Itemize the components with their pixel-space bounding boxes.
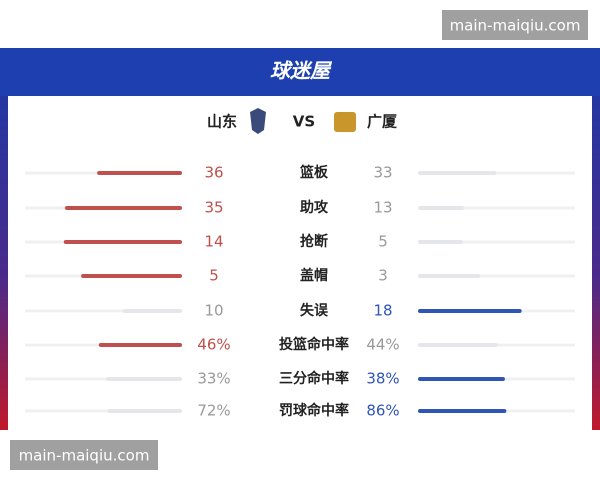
header-band	[0, 48, 600, 96]
away-team: 广厦	[367, 113, 398, 131]
stat-label: 篮板	[299, 164, 329, 181]
home-value: 14	[204, 233, 223, 251]
away-value: 44%	[366, 336, 399, 354]
away-value: 13	[373, 199, 392, 217]
home-value: 46%	[197, 336, 230, 354]
stat-label: 抢断	[300, 233, 328, 250]
home-value: 33%	[197, 370, 230, 388]
home-value: 35	[204, 199, 223, 217]
home-value: 10	[204, 302, 223, 320]
vs: VS	[293, 113, 315, 131]
brand: 球迷屋	[270, 59, 333, 83]
home-value: 72%	[197, 402, 230, 420]
stat-label: 助攻	[300, 199, 329, 216]
watermark: main-maiqiu.com	[450, 17, 581, 35]
home-logo	[250, 108, 266, 134]
watermark-box	[10, 440, 158, 470]
away-value: 86%	[366, 402, 399, 420]
watermark-box	[442, 10, 588, 40]
home-value: 5	[209, 267, 219, 285]
away-value: 38%	[366, 370, 399, 388]
stat-label: 盖帽	[300, 267, 328, 284]
stat-label: 三分命中率	[279, 370, 349, 387]
home-team: 山东	[207, 113, 237, 131]
stat-label: 投篮命中率	[279, 336, 349, 353]
card	[8, 96, 592, 430]
watermark: main-maiqiu.com	[19, 447, 150, 465]
away-value: 33	[373, 164, 392, 182]
away-value: 18	[373, 302, 392, 320]
stat-label: 罚球命中率	[279, 402, 349, 419]
home-value: 36	[204, 164, 223, 182]
away-logo	[334, 112, 356, 132]
away-value: 3	[378, 267, 388, 285]
stat-label: 失误	[300, 302, 329, 319]
away-value: 5	[378, 233, 388, 251]
